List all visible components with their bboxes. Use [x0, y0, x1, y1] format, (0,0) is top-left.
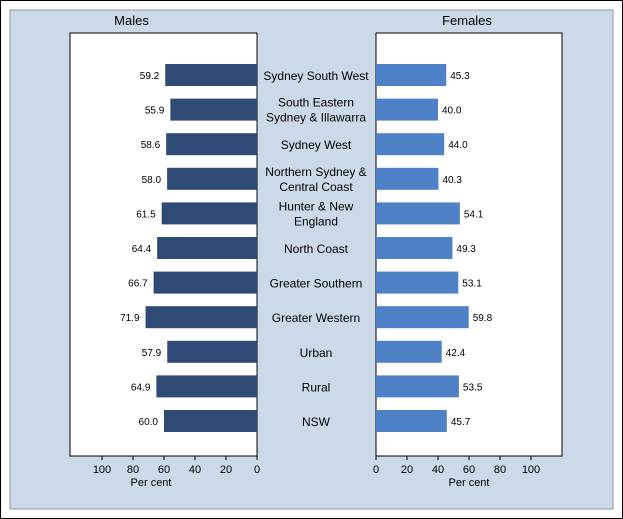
male-value-label: 61.5: [136, 209, 156, 220]
male-value-label: 60.0: [139, 417, 159, 428]
male-value-label: 58.0: [142, 175, 162, 186]
female-tick-label: 0: [373, 464, 379, 476]
male-bar: [156, 375, 257, 398]
male-bar: [170, 98, 257, 121]
male-value-label: 71.9: [120, 313, 140, 324]
male-tick-label: 20: [220, 464, 232, 476]
category-label: Greater Western: [272, 311, 360, 325]
male-bar: [161, 202, 257, 225]
female-bar: [376, 340, 442, 363]
male-value-label: 59.2: [140, 71, 160, 82]
female-bar: [376, 375, 459, 398]
female-tick-label: 80: [494, 464, 506, 476]
category-label: North Coast: [284, 242, 349, 256]
female-value-label: 40.0: [442, 106, 462, 117]
males-panel-title: Males: [114, 13, 149, 28]
female-value-label: 54.1: [464, 209, 484, 220]
male-tick-label: 100: [93, 464, 111, 476]
female-bar: [376, 271, 459, 294]
male-bar: [166, 133, 257, 156]
female-bar: [376, 133, 445, 156]
male-value-label: 64.9: [131, 382, 151, 393]
male-bar: [157, 237, 257, 259]
females-panel-title: Females: [442, 13, 492, 28]
female-value-label: 45.7: [451, 417, 471, 428]
male-tick-label: 0: [254, 464, 260, 476]
female-tick-label: 100: [522, 464, 540, 476]
female-bar: [376, 98, 438, 121]
category-label: Central Coast: [279, 180, 353, 194]
male-value-label: 57.9: [142, 348, 162, 359]
category-label: England: [294, 214, 338, 228]
male-bar: [165, 64, 257, 86]
category-label: Greater Southern: [270, 277, 363, 291]
male-tick-label: 60: [158, 464, 170, 476]
male-value-label: 55.9: [145, 106, 165, 117]
category-label: Sydney & Illawarra: [266, 111, 366, 125]
female-bar: [376, 237, 453, 259]
female-value-label: 40.3: [442, 175, 462, 186]
female-tick-label: 40: [432, 464, 444, 476]
category-label: Northern Sydney &: [265, 165, 366, 179]
male-bar: [167, 167, 257, 190]
male-value-label: 64.4: [132, 244, 152, 255]
male-tick-label: 80: [127, 464, 139, 476]
female-axis-title: Per cent: [449, 477, 490, 489]
male-bar: [153, 271, 257, 294]
female-value-label: 45.3: [450, 71, 470, 82]
male-tick-label: 40: [189, 464, 201, 476]
female-bar: [376, 64, 447, 86]
male-bar: [164, 410, 257, 432]
female-bar: [376, 306, 469, 329]
female-tick-label: 60: [463, 464, 475, 476]
category-label: Rural: [302, 380, 331, 394]
category-label: Sydney West: [281, 138, 352, 152]
male-value-label: 66.7: [128, 279, 148, 290]
category-label: Hunter & New: [279, 199, 354, 213]
female-value-label: 59.8: [473, 313, 493, 324]
female-value-label: 53.5: [463, 382, 483, 393]
category-label: Sydney South West: [263, 69, 369, 83]
female-value-label: 49.3: [456, 244, 476, 255]
female-tick-label: 20: [401, 464, 413, 476]
category-label: NSW: [302, 415, 331, 429]
female-value-label: 53.1: [462, 279, 482, 290]
female-bar: [376, 202, 460, 225]
male-axis-title: Per cent: [131, 477, 172, 489]
category-label: South Eastern: [278, 96, 354, 110]
male-value-label: 58.6: [141, 140, 161, 151]
female-bar: [376, 410, 447, 432]
category-label: Urban: [300, 346, 333, 360]
female-value-label: 42.4: [446, 348, 466, 359]
male-bar: [167, 340, 257, 363]
female-value-label: 44.0: [448, 140, 468, 151]
female-bar: [376, 167, 439, 190]
male-bar: [145, 306, 257, 329]
